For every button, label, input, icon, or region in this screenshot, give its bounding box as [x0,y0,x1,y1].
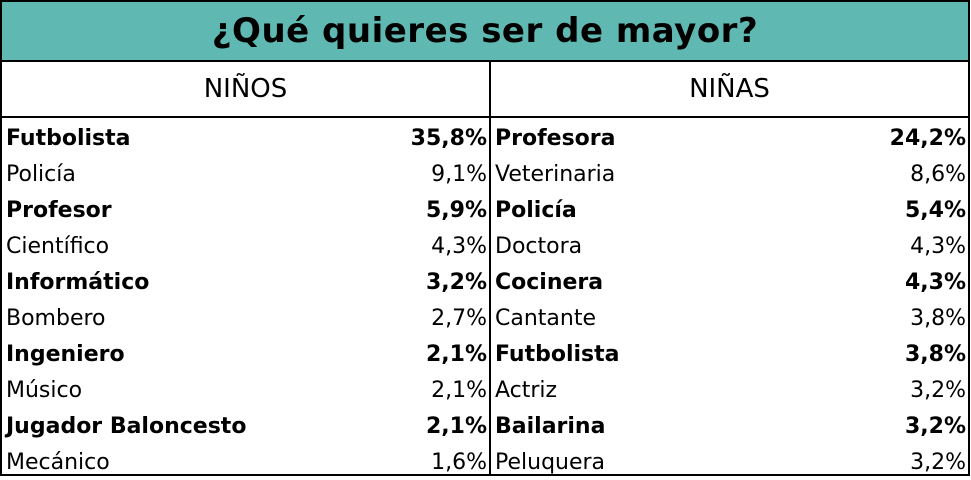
table-row: Músico 2,1% [2,372,489,408]
row-name: Actriz [495,377,558,403]
row-name: Policía [495,197,577,223]
row-percent: 3,2% [904,413,966,439]
table-row: Cocinera 4,3% [491,264,968,300]
row-percent: 1,6% [431,449,487,475]
table-title: ¿Qué quieres ser de mayor? [2,2,968,62]
row-percent: 4,3% [431,233,487,259]
row-percent: 5,4% [904,197,966,223]
row-name: Ingeniero [6,341,125,367]
row-percent: 3,8% [910,305,966,331]
row-name: Futbolista [6,125,131,151]
row-name: Informático [6,269,150,295]
table-row: Policía 5,4% [491,192,968,228]
table-row: Futbolista 3,8% [491,336,968,372]
row-percent: 24,2% [889,125,966,151]
row-percent: 5,9% [425,197,487,223]
row-percent: 4,3% [910,233,966,259]
table-row: Bailarina 3,2% [491,408,968,444]
row-name: Policía [6,161,76,187]
table-row: Actriz 3,2% [491,372,968,408]
row-percent: 3,2% [910,377,966,403]
girls-column: NIÑAS Profesora 24,2% Veterinaria 8,6% Pol… [491,62,968,476]
row-name: Cantante [495,305,596,331]
girls-header: NIÑAS [491,62,968,118]
table-row: Jugador Baloncesto 2,1% [2,408,489,444]
row-percent: 8,6% [910,161,966,187]
row-name: Bombero [6,305,106,331]
table-row: Mecánico 1,6% [2,444,489,480]
row-percent: 35,8% [410,125,487,151]
row-name: Bailarina [495,413,606,439]
boys-column: NIÑOS Futbolista 35,8% Policía 9,1% Profes… [2,62,491,476]
boys-header: NIÑOS [2,62,489,118]
row-name: Doctora [495,233,583,259]
row-name: Mecánico [6,449,110,475]
girls-rows: Profesora 24,2% Veterinaria 8,6% Policía 5,… [491,118,968,480]
table-row: Científico 4,3% [2,228,489,264]
table-row: Profesor 5,9% [2,192,489,228]
row-name: Futbolista [495,341,620,367]
row-percent: 2,7% [431,305,487,331]
row-percent: 2,1% [431,377,487,403]
row-percent: 4,3% [904,269,966,295]
row-percent: 3,2% [425,269,487,295]
row-name: Profesor [6,197,112,223]
table-row: Doctora 4,3% [491,228,968,264]
table-row: Bombero 2,7% [2,300,489,336]
row-name: Músico [6,377,83,403]
row-name: Veterinaria [495,161,616,187]
row-percent: 2,1% [425,413,487,439]
row-name: Científico [6,233,110,259]
table-row: Futbolista 35,8% [2,120,489,156]
table-row: Profesora 24,2% [491,120,968,156]
row-percent: 2,1% [425,341,487,367]
row-name: Cocinera [495,269,604,295]
row-percent: 9,1% [431,161,487,187]
table-row: Peluquera 3,2% [491,444,968,480]
table-row: Ingeniero 2,1% [2,336,489,372]
table-row: Informático 3,2% [2,264,489,300]
row-percent: 3,8% [904,341,966,367]
table-row: Policía 9,1% [2,156,489,192]
row-name: Profesora [495,125,616,151]
row-name: Jugador Baloncesto [6,413,247,439]
row-percent: 3,2% [910,449,966,475]
table-row: Cantante 3,8% [491,300,968,336]
row-name: Peluquera [495,449,606,475]
boys-rows: Futbolista 35,8% Policía 9,1% Profesor 5,9%… [2,118,489,480]
table-row: Veterinaria 8,6% [491,156,968,192]
